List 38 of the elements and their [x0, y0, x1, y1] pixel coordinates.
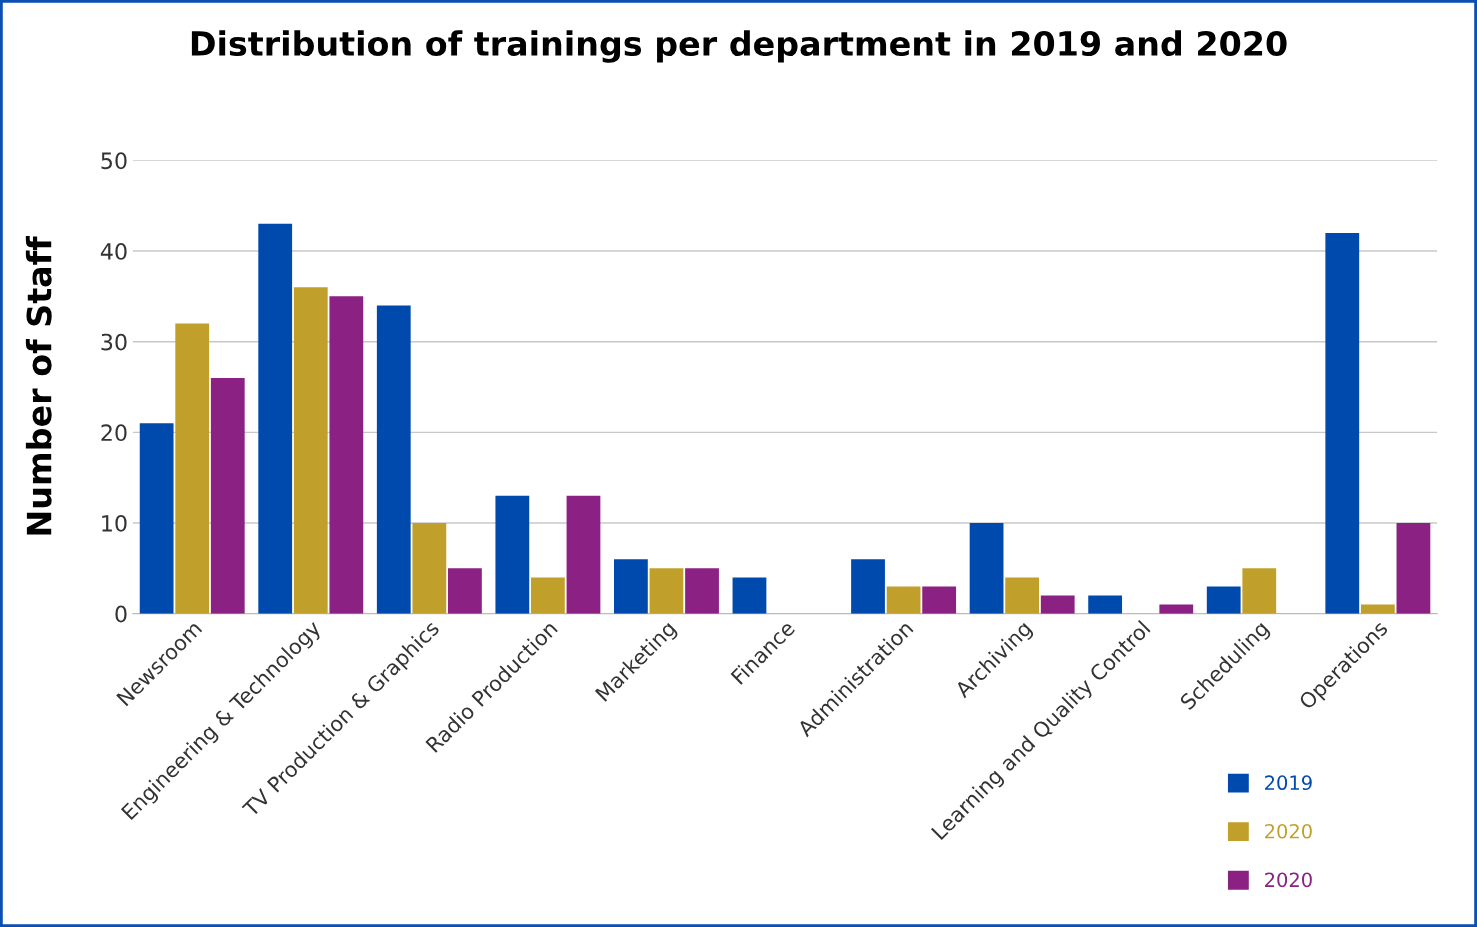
bar	[495, 495, 530, 614]
bar	[649, 568, 684, 614]
bar	[614, 559, 648, 614]
bar	[448, 568, 482, 614]
bar	[922, 586, 957, 614]
bar	[1396, 523, 1431, 614]
y-tick-label: 0	[115, 605, 127, 623]
bar	[1325, 232, 1360, 614]
chart-title: Distribution of trainings per department in 2019 and 2020	[191, 30, 1287, 63]
bar	[293, 287, 328, 614]
y-tick-label: 40	[100, 242, 127, 260]
y-tick-label: 20	[101, 424, 127, 442]
bar	[732, 577, 767, 614]
bar	[1040, 595, 1075, 614]
bar	[258, 223, 293, 614]
legend-label: 2020	[1265, 872, 1312, 888]
bar	[412, 523, 447, 614]
bar	[685, 568, 719, 614]
bar	[969, 523, 1004, 614]
y-tick-label: 10	[102, 514, 127, 532]
bar	[886, 586, 921, 614]
legend-label: 2019	[1265, 775, 1312, 791]
bar	[210, 377, 245, 614]
bar	[1242, 568, 1277, 614]
bar	[175, 323, 210, 614]
bar	[329, 296, 364, 614]
y-axis-title: Number of Staff	[25, 236, 52, 535]
y-tick-label: 50	[101, 152, 127, 170]
bar	[376, 305, 411, 614]
bar	[566, 495, 601, 614]
bar	[1206, 586, 1241, 614]
bar	[851, 559, 885, 614]
bar	[531, 577, 565, 614]
bar	[1005, 577, 1040, 614]
y-tick-label: 30	[101, 333, 127, 351]
bar	[139, 423, 174, 614]
legend-label: 2020	[1265, 823, 1312, 839]
bar	[1088, 595, 1123, 614]
